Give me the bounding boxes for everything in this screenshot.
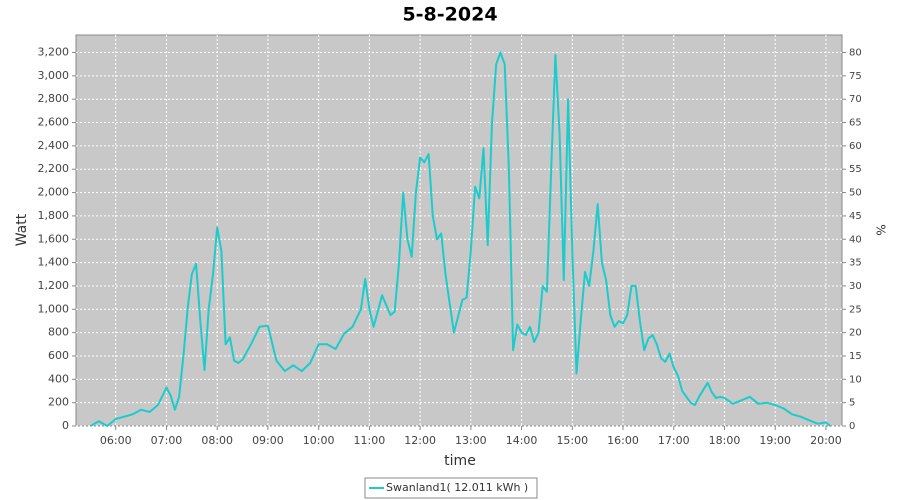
legend-label: Swanland1( 12.011 kWh ) bbox=[386, 481, 528, 494]
y-tick-label: 0 bbox=[62, 419, 69, 432]
x-tick-label: 06:00 bbox=[100, 434, 132, 447]
y2-tick-label: 25 bbox=[849, 304, 862, 315]
y2-tick-label: 0 bbox=[849, 421, 855, 432]
y2-tick-label: 60 bbox=[849, 141, 862, 152]
y-tick-label: 3,200 bbox=[38, 46, 70, 59]
y-tick-label: 800 bbox=[48, 326, 69, 339]
x-tick-label: 09:00 bbox=[252, 434, 284, 447]
y2-tick-label: 15 bbox=[849, 351, 862, 362]
y-tick-label: 1,000 bbox=[38, 302, 70, 315]
series-line bbox=[89, 51, 831, 427]
y2-tick-label: 70 bbox=[849, 94, 862, 105]
x-tick-label: 20:00 bbox=[810, 434, 842, 447]
y2-tick-label: 5 bbox=[849, 398, 855, 409]
x-axis-label: time bbox=[444, 453, 476, 469]
y2-tick-label: 50 bbox=[849, 188, 862, 199]
y-tick-label: 1,800 bbox=[38, 209, 70, 222]
y2-tick-label: 45 bbox=[849, 211, 862, 222]
legend bbox=[364, 477, 538, 499]
y-tick-label: 2,200 bbox=[38, 162, 70, 175]
y-tick-label: 200 bbox=[48, 396, 69, 409]
y-tick-label: 1,400 bbox=[38, 256, 70, 269]
y2-tick-label: 20 bbox=[849, 328, 862, 339]
y2-tick-label: 40 bbox=[849, 234, 862, 245]
y2-axis-label: % bbox=[874, 224, 888, 235]
y2-tick-label: 35 bbox=[849, 258, 862, 269]
x-tick-label: 11:00 bbox=[354, 434, 386, 447]
y-tick-label: 2,600 bbox=[38, 116, 70, 129]
x-tick-label: 13:00 bbox=[455, 434, 487, 447]
x-tick-label: 07:00 bbox=[151, 434, 183, 447]
x-tick-label: 17:00 bbox=[658, 434, 690, 447]
y-tick-label: 1,600 bbox=[38, 232, 70, 245]
x-tick-label: 12:00 bbox=[404, 434, 436, 447]
y-tick-label: 2,400 bbox=[38, 139, 70, 152]
y-tick-label: 3,000 bbox=[38, 69, 70, 82]
x-tick-label: 14:00 bbox=[506, 434, 538, 447]
x-tick-label: 15:00 bbox=[556, 434, 588, 447]
y-tick-label: 1,200 bbox=[38, 279, 70, 292]
y-axis-label: Watt bbox=[14, 213, 30, 246]
x-tick-label: 16:00 bbox=[607, 434, 639, 447]
y2-tick-label: 80 bbox=[849, 48, 862, 59]
y-tick-label: 600 bbox=[48, 349, 69, 362]
y2-tick-label: 75 bbox=[849, 71, 862, 82]
plot-area bbox=[75, 34, 843, 427]
y-tick-label: 2,800 bbox=[38, 92, 70, 105]
x-tick-label: 08:00 bbox=[201, 434, 233, 447]
y2-tick-label: 55 bbox=[849, 164, 862, 175]
y2-tick-label: 65 bbox=[849, 118, 862, 129]
x-tick-label: 19:00 bbox=[759, 434, 791, 447]
y-tick-label: 2,000 bbox=[38, 186, 70, 199]
y2-tick-label: 10 bbox=[849, 374, 862, 385]
y-tick-label: 400 bbox=[48, 372, 69, 385]
y2-tick-label: 30 bbox=[849, 281, 862, 292]
chart-title: 5-8-2024 bbox=[402, 4, 497, 26]
x-tick-label: 18:00 bbox=[709, 434, 741, 447]
x-tick-label: 10:00 bbox=[303, 434, 335, 447]
